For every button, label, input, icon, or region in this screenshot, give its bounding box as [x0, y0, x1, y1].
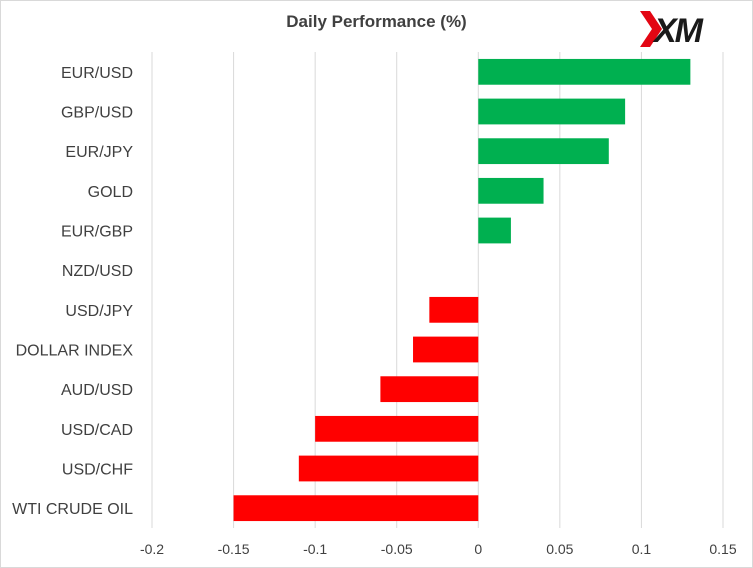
bar-eur-usd: [478, 58, 691, 85]
category-labels: EUR/USD GBP/USD EUR/JPY GOLD EUR/GBP NZD/USD U…: [12, 65, 133, 518]
x-tick-label: -0.05: [381, 541, 413, 557]
axis-tick-labels: -0.2 -0.15 -0.1 -0.05 0 0.05 0.1 0.15: [140, 541, 737, 557]
x-tick-label: 0.1: [632, 541, 652, 557]
bar-layer: [233, 58, 691, 522]
x-tick-label: -0.2: [140, 541, 164, 557]
category-label: EUR/JPY: [65, 144, 133, 161]
x-tick-label: -0.15: [218, 541, 250, 557]
bar-gold: [478, 177, 544, 204]
category-label: GOLD: [88, 184, 133, 201]
brand-logo: XM: [640, 11, 706, 49]
x-tick-label: -0.1: [303, 541, 327, 557]
logo-accent-mark: [640, 11, 662, 47]
bar-usd-cad: [315, 415, 479, 442]
bar-usd-jpy: [429, 296, 479, 323]
bar-usd-chf: [298, 455, 479, 482]
category-label: NZD/USD: [62, 263, 133, 280]
chart-title: Daily Performance (%): [286, 12, 467, 31]
x-tick-label: 0.15: [709, 541, 736, 557]
bar-eur-jpy: [478, 138, 609, 165]
category-label: USD/CAD: [61, 422, 133, 439]
category-label: AUD/USD: [61, 382, 133, 399]
bar-eur-gbp: [478, 217, 511, 244]
category-label: DOLLAR INDEX: [16, 343, 134, 360]
grid-layer: [151, 52, 724, 528]
x-tick-label: 0.05: [546, 541, 573, 557]
category-label: GBP/USD: [61, 105, 133, 122]
x-tick-label: 0: [474, 541, 482, 557]
category-label: WTI CRUDE OIL: [12, 501, 133, 518]
bar-gbp-usd: [478, 98, 626, 125]
category-label: USD/CHF: [62, 462, 133, 479]
category-label: EUR/GBP: [61, 224, 133, 241]
category-label: USD/JPY: [65, 303, 133, 320]
bar-dollar-index: [413, 336, 479, 363]
bar-wti-crude-oil: [233, 495, 479, 522]
logo-text: XM: [652, 12, 704, 49]
bar-aud-usd: [380, 376, 479, 403]
category-label: EUR/USD: [61, 65, 133, 82]
